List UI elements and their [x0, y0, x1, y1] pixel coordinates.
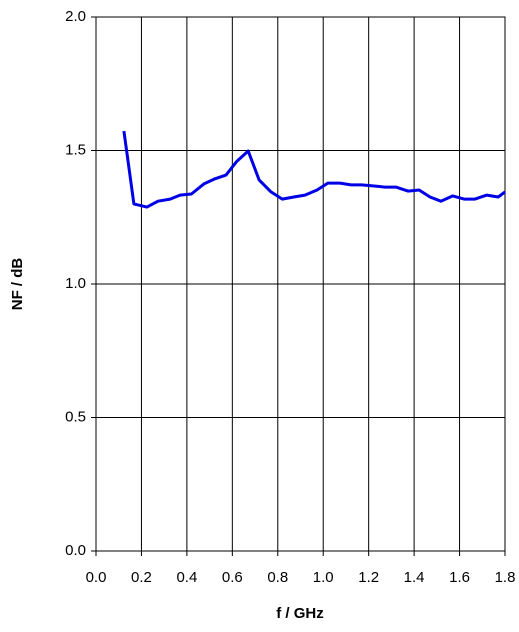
y-tick-label: 2.0 [65, 8, 86, 25]
x-tick-label: 0.2 [131, 569, 152, 586]
y-tick-label: 1.5 [65, 141, 86, 158]
x-tick-label: 1.6 [449, 569, 470, 586]
x-tick-label: 0.6 [222, 569, 243, 586]
x-tick-label: 1.2 [358, 569, 379, 586]
x-tick-label: 1.0 [313, 569, 334, 586]
y-tick-label: 0.0 [65, 542, 86, 559]
x-tick-label: 0.8 [267, 569, 288, 586]
x-tick-label: 0.0 [86, 569, 107, 586]
x-axis-title: f / GHz [276, 605, 324, 622]
plot-frame [95, 16, 506, 552]
y-tick-label: 1.0 [65, 275, 86, 292]
y-tick-label: 0.5 [65, 408, 86, 425]
x-tick-label: 0.4 [176, 569, 197, 586]
x-tick-label: 1.4 [404, 569, 425, 586]
y-axis-title: NF / dB [9, 258, 26, 311]
x-tick-label: 1.8 [495, 569, 516, 586]
data-line [122, 130, 506, 209]
